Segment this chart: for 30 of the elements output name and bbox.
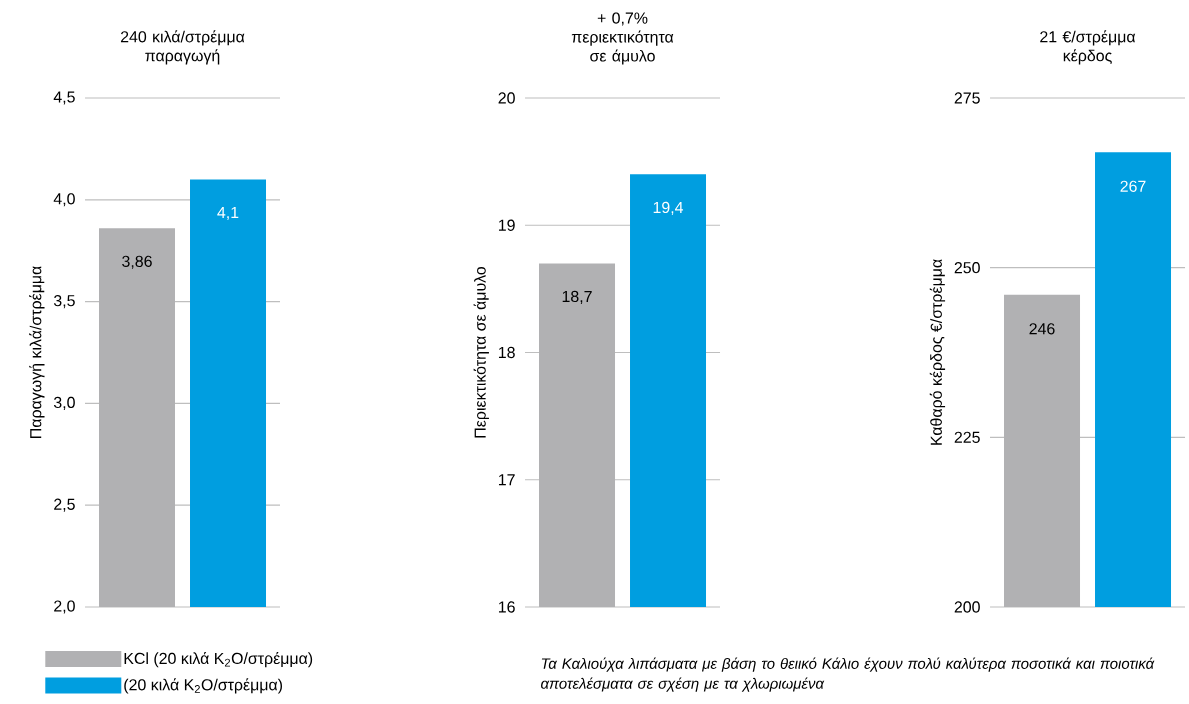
y-tick-label: 4,0 [53, 193, 75, 207]
y-tick-label: 3,5 [53, 295, 75, 309]
y-tick-label: 4,5 [53, 91, 75, 105]
data-label: 246 [1029, 323, 1055, 335]
y-tick-label: 19 [498, 219, 515, 231]
y-tick-label: 200 [954, 601, 980, 613]
y-tick-label: 17 [498, 474, 515, 486]
y-tick-label: 20 [498, 92, 515, 104]
y-tick-label: 16 [498, 601, 515, 613]
chart-title: 21 €/στρέμμα κέρδος [1040, 30, 1136, 65]
y-tick-label: 3,0 [53, 396, 75, 410]
chart-title: + 0,7% περιεκτικότητα σε άμυλο [571, 12, 674, 65]
y-tick-label: 250 [954, 262, 980, 274]
text: Τα Καλιούχα λιπάσματα με βάση το θειικό Κάλιο έχουν πολύ καλύτερα ποσοτικά και ποιοτικά αποτελέσματα σε σχέση με τα χλωριωμένα [541, 657, 1155, 692]
y-tick-label: 2,5 [54, 498, 75, 512]
legend-label: (20 κιλά K$_{2}$O/στρέμμα) [124, 678, 283, 694]
y-tick-label: 2,0 [54, 600, 75, 614]
y-tick-label: 275 [954, 92, 980, 104]
data-label: 267 [1120, 180, 1146, 192]
data-label: 19,4 [653, 201, 684, 215]
data-label: 3,86 [122, 255, 152, 269]
data-label: 18,7 [562, 290, 592, 304]
legend-label: KCl (20 κιλά K$_{2}$O/στρέμμα) [124, 651, 313, 668]
data-label: 4,1 [217, 206, 239, 220]
y-tick-label: 225 [954, 431, 980, 443]
y-axis-title: Καθαρό κέρδος €/στρέμμα [929, 259, 946, 445]
chart-title: 240 κιλά/στρέμμα παραγωγή [120, 30, 245, 65]
y-tick-label: 18 [498, 346, 515, 359]
y-axis-title: Παραγωγή κιλά/στρέμμα [29, 266, 45, 438]
y-axis-title: Περιεκτικότητα σε άμυλο [473, 266, 489, 438]
